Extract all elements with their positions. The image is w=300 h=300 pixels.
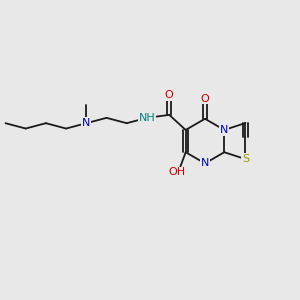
Text: N: N (220, 125, 229, 135)
Text: O: O (201, 94, 209, 103)
Text: O: O (165, 90, 174, 100)
Text: N: N (82, 118, 91, 128)
Text: S: S (242, 154, 249, 164)
Text: OH: OH (168, 167, 185, 177)
Text: N: N (201, 158, 209, 168)
Text: NH: NH (139, 113, 155, 123)
